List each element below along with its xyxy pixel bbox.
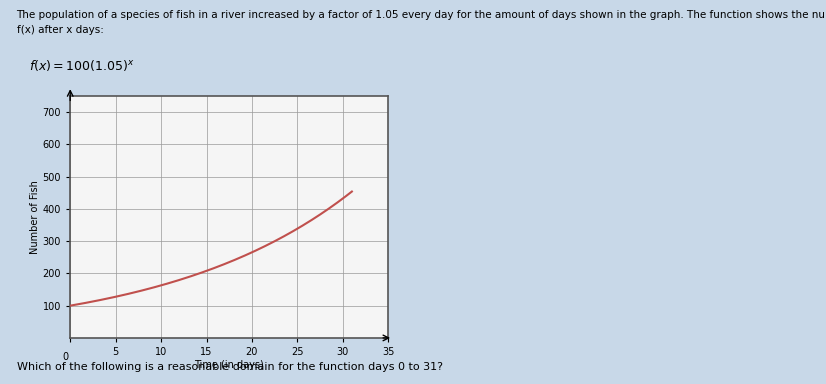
X-axis label: Time (in days): Time (in days) (194, 360, 264, 370)
Text: Which of the following is a reasonable domain for the function days 0 to 31?: Which of the following is a reasonable d… (17, 362, 443, 372)
Text: 0: 0 (63, 353, 69, 362)
Text: $f(x) = 100(1.05)^x$: $f(x) = 100(1.05)^x$ (29, 58, 135, 73)
Y-axis label: Number of Fish: Number of Fish (30, 180, 40, 254)
Text: The population of a species of fish in a river increased by a factor of 1.05 eve: The population of a species of fish in a… (17, 10, 826, 20)
Text: f(x) after x days:: f(x) after x days: (17, 25, 103, 35)
